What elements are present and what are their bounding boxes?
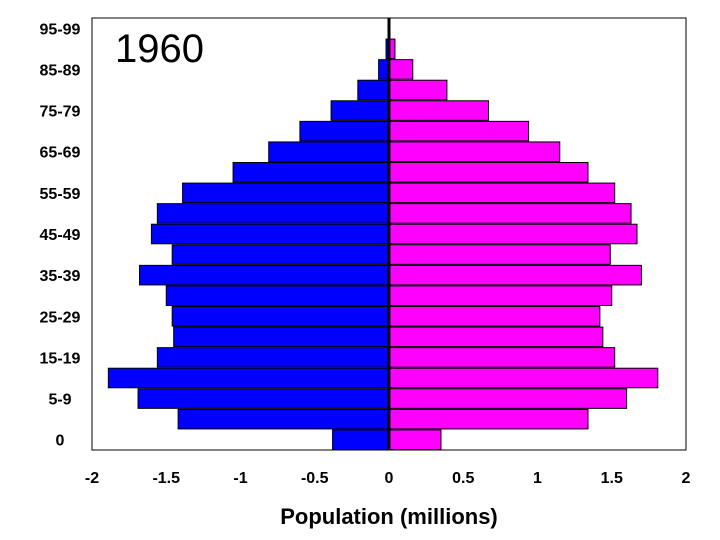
- bar-left-75-79: [299, 120, 390, 142]
- bar-left-80-84: [330, 100, 390, 121]
- bar-left-25-29: [173, 326, 390, 348]
- bar-left-15-19: [107, 367, 390, 389]
- y-tick-label: 85-89: [40, 62, 81, 79]
- bar-left-5-9: [177, 408, 390, 430]
- y-tick-label: 45-49: [40, 227, 81, 244]
- x-tick-label: -1.5: [152, 470, 180, 487]
- bar-right-90-94: [388, 59, 414, 80]
- bar-left-90-94: [378, 59, 390, 80]
- bar-left-30-34: [171, 306, 390, 327]
- x-tick-label: 0: [385, 470, 394, 487]
- y-tick-label: 35-39: [40, 268, 81, 285]
- bar-right-60-64: [388, 182, 616, 204]
- bar-right-85-89: [388, 79, 448, 101]
- x-tick-label: 2: [682, 470, 691, 487]
- bar-right-5-9: [388, 408, 589, 430]
- x-tick-label: 1: [533, 470, 542, 487]
- bar-left-45-49: [171, 244, 390, 265]
- bar-right-30-34: [388, 306, 601, 327]
- bar-right-10-14: [388, 388, 628, 409]
- bar-right-20-24: [388, 347, 616, 368]
- y-tick-label: 75-79: [40, 104, 81, 121]
- x-tick-label: -1: [233, 470, 247, 487]
- bar-left-50-54: [150, 223, 390, 245]
- y-tick-label: 25-29: [40, 309, 81, 326]
- bar-right-15-19: [388, 367, 659, 389]
- bar-right-75-79: [388, 120, 530, 142]
- bar-right-40-44: [388, 264, 642, 286]
- bar-left-60-64: [182, 182, 390, 204]
- bar-right-25-29: [388, 326, 604, 348]
- bar-left-40-44: [139, 264, 390, 286]
- x-tick-label: 0.5: [452, 470, 474, 487]
- chart-title: 1960: [115, 27, 204, 71]
- bar-right-65-69: [388, 162, 589, 183]
- bar-left-65-69: [232, 162, 390, 183]
- bar-right-80-84: [388, 100, 489, 121]
- y-tick-label: 65-69: [40, 145, 81, 162]
- y-tick-label: 0: [56, 433, 65, 450]
- x-tick-label: -0.5: [301, 470, 329, 487]
- x-tick-label: -2: [85, 470, 99, 487]
- bar-left-70-74: [268, 141, 390, 163]
- y-tick-label: 5-9: [48, 392, 71, 409]
- bar-right-35-39: [388, 285, 613, 306]
- x-axis-label: Population (millions): [280, 504, 498, 529]
- y-tick-label: 55-59: [40, 186, 81, 203]
- bar-left-35-39: [165, 285, 390, 306]
- bar-left-20-24: [156, 347, 390, 368]
- bar-left-0-4: [332, 429, 390, 450]
- bar-right-0-4: [388, 429, 442, 450]
- bar-left-85-89: [357, 79, 390, 101]
- bar-right-45-49: [388, 244, 611, 265]
- bar-left-10-14: [137, 388, 390, 409]
- y-tick-label: 95-99: [40, 21, 81, 38]
- x-tick-label: 1.5: [601, 470, 623, 487]
- bar-right-70-74: [388, 141, 561, 163]
- bar-left-55-59: [156, 203, 390, 224]
- y-tick-label: 15-19: [40, 350, 81, 367]
- bar-right-50-54: [388, 223, 638, 245]
- bar-right-55-59: [388, 203, 632, 224]
